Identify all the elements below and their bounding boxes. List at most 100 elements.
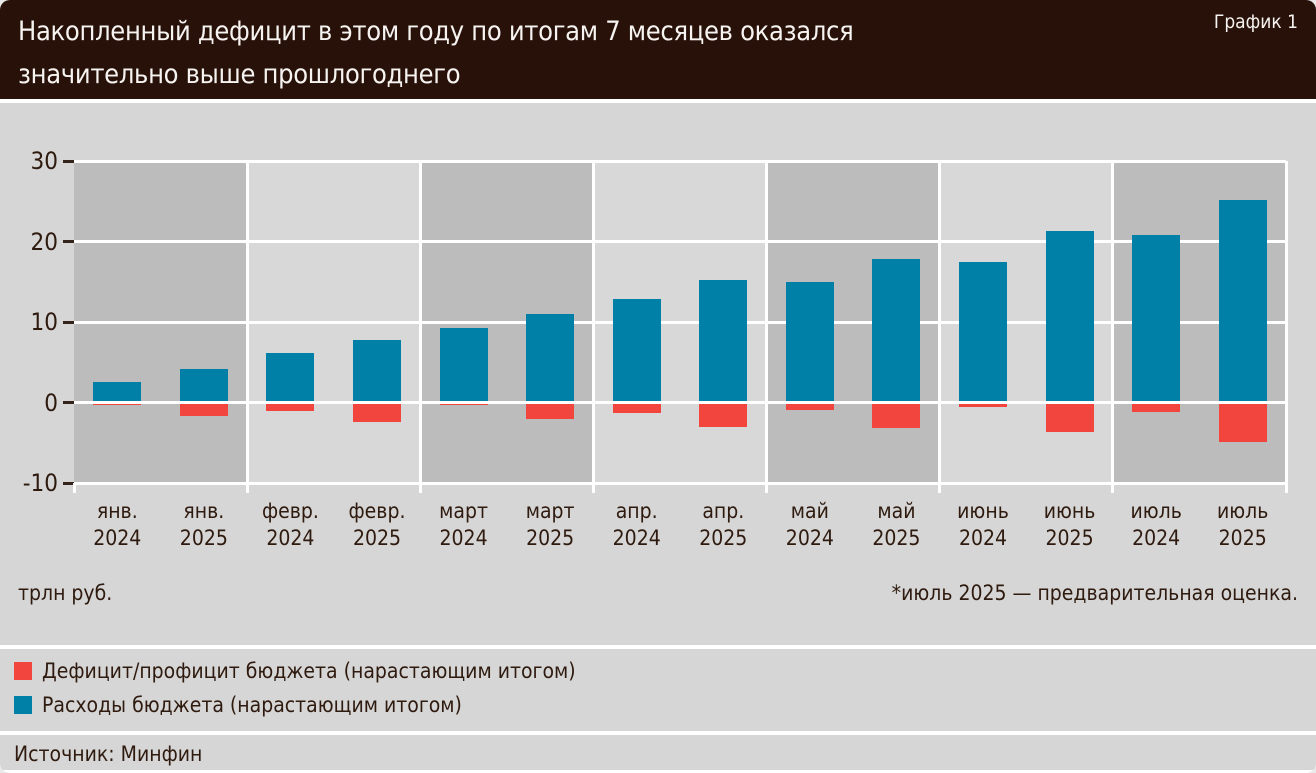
x-axis-label: июль 2025 <box>1193 498 1293 552</box>
source-label: Источник: Минфин <box>14 742 203 766</box>
bar-expenses <box>179 368 228 403</box>
x-label-month: янв. <box>96 499 138 523</box>
x-label-month: апр. <box>615 499 658 523</box>
bar-expenses <box>872 259 921 403</box>
bar-expenses <box>1045 231 1094 403</box>
x-label-year: 2025 <box>1045 526 1094 550</box>
bar-deficit <box>612 402 661 413</box>
bar-deficit <box>353 402 401 422</box>
gridline <box>74 320 1286 324</box>
chart-number-tag: График 1 <box>1213 11 1298 33</box>
x-axis-tick-mark <box>72 483 76 493</box>
x-axis-label: март 2025 <box>500 498 600 552</box>
bar-expenses <box>266 352 315 403</box>
x-axis-tick-mark <box>245 483 249 493</box>
x-label-month: апр. <box>702 499 745 523</box>
bar-expenses <box>439 328 488 403</box>
x-label-month: февр. <box>261 499 319 523</box>
y-axis-tick-label: 30 <box>30 147 58 175</box>
x-axis-label: май 2025 <box>846 498 946 552</box>
bar-deficit <box>959 402 1007 408</box>
x-axis-label: март 2024 <box>414 498 514 552</box>
legend-swatch-expenses <box>14 696 32 714</box>
bar-expenses <box>93 382 142 403</box>
x-label-month: май <box>877 499 916 523</box>
x-label-year: 2024 <box>785 526 834 550</box>
zero-gridline <box>74 401 1286 404</box>
x-label-month: февр. <box>348 499 406 523</box>
x-axis-tick-mark <box>591 483 595 493</box>
bottom-divider <box>0 770 1316 773</box>
y-axis-tick-label: 10 <box>30 308 58 336</box>
x-label-year: 2024 <box>612 526 661 550</box>
header-divider <box>0 99 1316 103</box>
bar-expenses <box>699 280 748 403</box>
legend-swatch-deficit <box>14 662 32 680</box>
x-label-month: май <box>790 499 829 523</box>
y-axis-tick-label: 20 <box>30 227 58 256</box>
y-axis-tick-label: -10 <box>22 469 58 497</box>
x-label-year: 2024 <box>958 526 1008 550</box>
x-axis-label: июль 2024 <box>1106 498 1206 552</box>
x-axis-label: февр. 2025 <box>327 498 427 552</box>
y-axis-tick-mark <box>63 481 74 485</box>
y-axis-tick-mark <box>63 240 74 243</box>
x-axis-label: май 2024 <box>760 498 860 552</box>
chart-header: Накопленный дефицит в этом году по итога… <box>0 0 1316 99</box>
bar-expenses <box>959 261 1007 403</box>
y-axis-tick-mark <box>63 401 74 404</box>
y-axis-tick-mark <box>63 320 74 324</box>
x-axis-tick-mark <box>938 483 942 493</box>
x-label-month: март <box>439 499 488 523</box>
x-axis-tick-mark <box>418 483 422 493</box>
x-axis-tick-mark <box>765 483 769 493</box>
x-label-year: 2025 <box>352 526 402 550</box>
bar-expenses <box>526 313 575 403</box>
bar-expenses <box>612 298 661 403</box>
bar-deficit <box>266 402 315 412</box>
footnote: *июль 2025 — предварительная оценка. <box>891 581 1298 605</box>
x-label-year: 2024 <box>439 526 488 550</box>
x-axis-label: июнь 2025 <box>1020 498 1120 552</box>
bar-deficit <box>1218 402 1267 442</box>
x-label-year: 2025 <box>179 526 228 550</box>
chart-title-line2: значительно выше прошлогоднего <box>18 59 461 90</box>
bar-deficit <box>179 402 228 417</box>
gridline <box>74 481 1286 485</box>
x-axis-tick-mark <box>1284 483 1288 493</box>
x-label-year: 2024 <box>1132 526 1181 550</box>
x-axis-tick-mark <box>1111 483 1115 493</box>
x-label-month: март <box>525 499 575 523</box>
x-label-year: 2024 <box>266 526 315 550</box>
bar-deficit <box>785 402 834 410</box>
x-axis-label: янв. 2024 <box>67 498 167 552</box>
legend-label-expenses: Расходы бюджета (нарастающим итогом) <box>42 693 462 717</box>
y-axis-tick-label: 0 <box>44 388 58 417</box>
chart-title: Накопленный дефицит в этом году по итога… <box>18 10 854 96</box>
chart-title-line1: Накопленный дефицит в этом году по итога… <box>18 16 854 47</box>
gridline <box>74 240 1286 243</box>
bar-deficit <box>1045 402 1094 433</box>
bar-deficit <box>1132 402 1181 413</box>
x-label-year: 2025 <box>872 526 921 550</box>
legend-item-expenses: Расходы бюджета (нарастающим итогом) <box>14 693 462 717</box>
band-separator <box>1284 161 1288 483</box>
bar-expenses <box>1132 235 1181 403</box>
legend-item-deficit: Дефицит/профицит бюджета (нарастающим ит… <box>14 659 576 683</box>
x-axis-label: апр. 2024 <box>587 498 687 552</box>
x-label-month: июнь <box>1043 499 1096 523</box>
x-axis-label: апр. 2025 <box>673 498 773 552</box>
legend-label-deficit: Дефицит/профицит бюджета (нарастающим ит… <box>42 659 576 683</box>
bar-expenses <box>353 339 401 403</box>
x-label-year: 2024 <box>93 526 142 550</box>
x-axis-label: янв. 2025 <box>154 498 254 552</box>
bar-expenses <box>785 281 834 403</box>
x-label-month: июль <box>1217 499 1269 523</box>
x-axis-label: февр. 2024 <box>240 498 340 552</box>
bar-deficit <box>872 402 921 429</box>
x-label-year: 2025 <box>699 526 748 550</box>
x-label-year: 2025 <box>1218 526 1267 550</box>
plot-area <box>74 159 1288 485</box>
x-label-month: июнь <box>957 499 1009 523</box>
